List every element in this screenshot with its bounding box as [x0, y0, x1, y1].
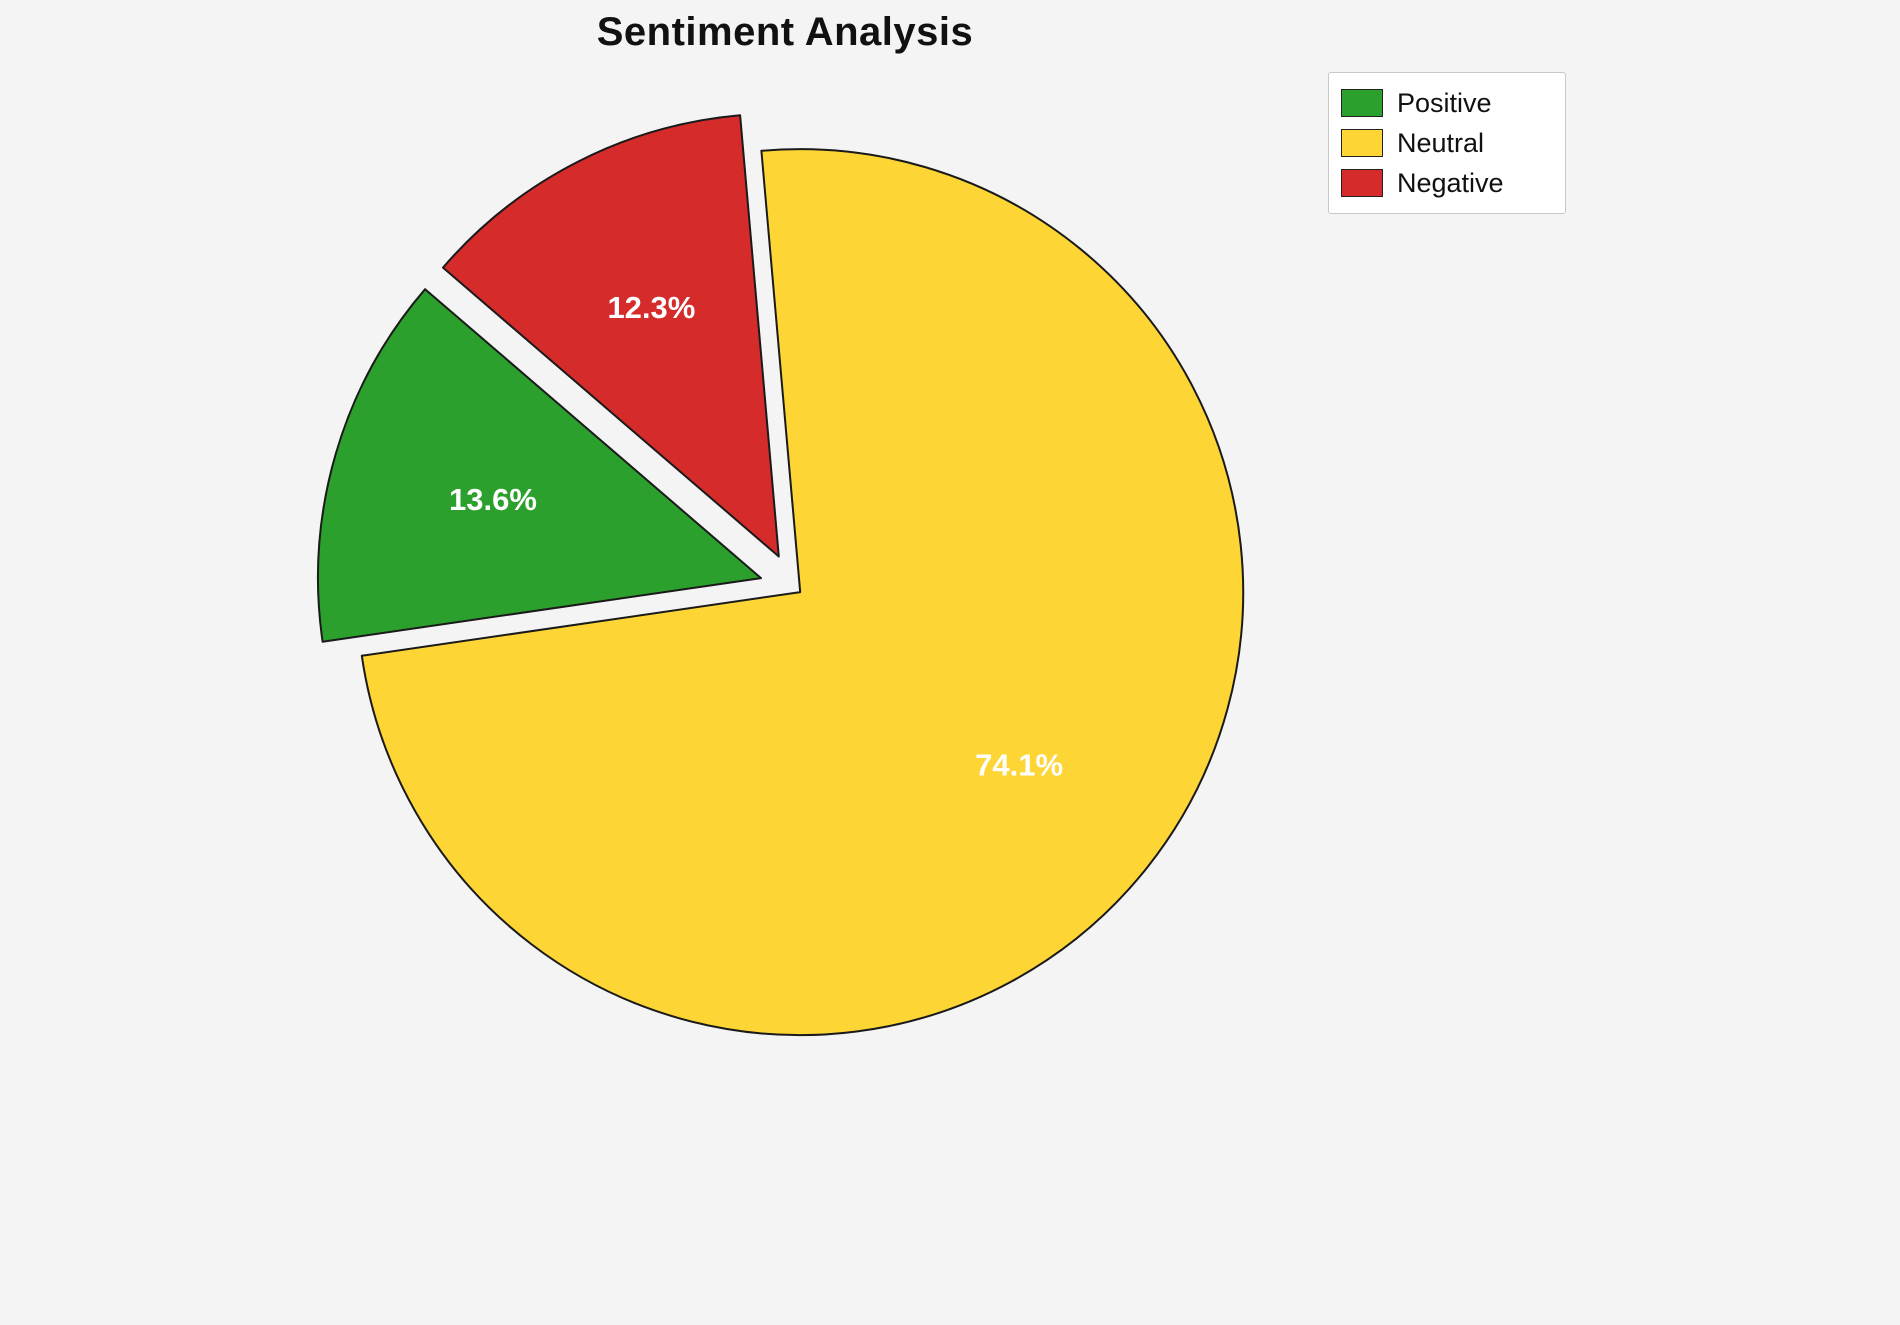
legend-label-positive: Positive	[1397, 87, 1492, 118]
legend-item-positive: Positive	[1341, 83, 1553, 123]
legend-label-neutral: Neutral	[1397, 127, 1485, 158]
pct-label-positive: 13.6%	[449, 482, 537, 517]
legend-swatch-neutral	[1341, 129, 1383, 157]
legend-swatch-positive	[1341, 89, 1383, 117]
legend-label-negative: Negative	[1397, 167, 1504, 198]
pct-label-neutral: 74.1%	[975, 747, 1063, 782]
legend-item-negative: Negative	[1341, 163, 1553, 203]
pie-slice-neutral	[360, 148, 1245, 1037]
legend-swatch-negative	[1341, 169, 1383, 197]
legend-item-neutral: Neutral	[1341, 123, 1553, 163]
legend: Positive Neutral Negative	[1328, 72, 1566, 214]
pie-slice-negative	[442, 114, 780, 558]
chart-title: Sentiment Analysis	[596, 10, 974, 54]
pct-label-negative: 12.3%	[607, 290, 695, 325]
pie-slice-positive	[317, 288, 762, 643]
